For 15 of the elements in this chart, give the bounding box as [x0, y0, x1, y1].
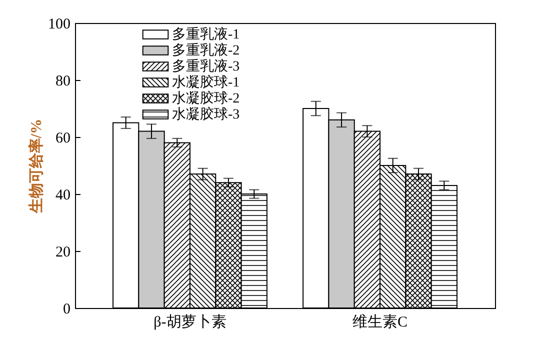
- legend-label: 水凝胶球-3: [172, 106, 240, 122]
- legend-label: 多重乳液-3: [172, 58, 240, 74]
- y-axis-title: 生物可给率/%: [27, 118, 45, 214]
- y-tick-label: 60: [56, 130, 70, 146]
- legend-label: 多重乳液-1: [172, 26, 240, 42]
- y-tick-label: 0: [63, 302, 70, 318]
- y-tick-label: 80: [56, 74, 70, 90]
- y-tick-label: 20: [56, 244, 70, 260]
- y-tick-label: 40: [56, 188, 70, 204]
- legend-label: 多重乳液-2: [172, 42, 240, 58]
- x-tick-label: 维生素C: [352, 314, 408, 330]
- y-tick-label: 100: [48, 16, 70, 32]
- legend-label: 水凝胶球-1: [172, 74, 240, 90]
- legend-label: 水凝胶球-2: [172, 90, 240, 106]
- x-tick-label: β-胡萝卜素: [154, 314, 226, 330]
